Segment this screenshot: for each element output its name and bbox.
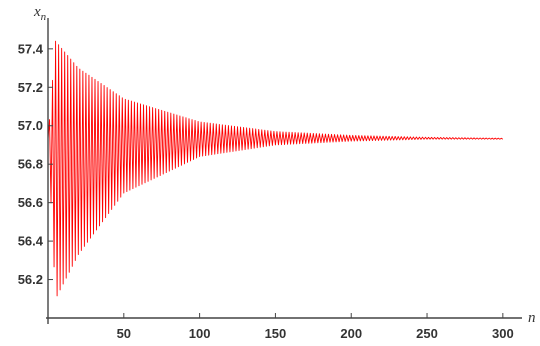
y-tick-label: 56.4: [18, 234, 44, 249]
x-tick-label: 300: [492, 326, 514, 341]
series-line: [47, 40, 504, 297]
x-tick-label: 150: [265, 326, 287, 341]
plot-area: [47, 40, 504, 297]
y-ticks: 56.2 56.4 56.6 56.8 57.0 57.2 57.4: [18, 41, 53, 287]
y-tick-label: 56.8: [18, 157, 43, 172]
x-tick-label: 200: [340, 326, 362, 341]
x-axis-label: n: [528, 310, 536, 326]
x-tick-label: 250: [416, 326, 438, 341]
y-axis-label-sub: n: [41, 11, 47, 23]
y-tick-label: 56.6: [18, 195, 43, 210]
y-axis-label: xn: [33, 4, 47, 23]
y-tick-label: 57.0: [18, 118, 43, 133]
y-tick-label: 57.4: [18, 41, 44, 56]
x-tick-label: 50: [117, 326, 131, 341]
y-tick-label: 56.2: [18, 272, 43, 287]
y-tick-label: 57.2: [18, 80, 43, 95]
y-axis-label-main: x: [33, 4, 41, 20]
x-tick-label: 100: [189, 326, 211, 341]
x-ticks: 50 100 150 200 250 300: [117, 313, 514, 341]
